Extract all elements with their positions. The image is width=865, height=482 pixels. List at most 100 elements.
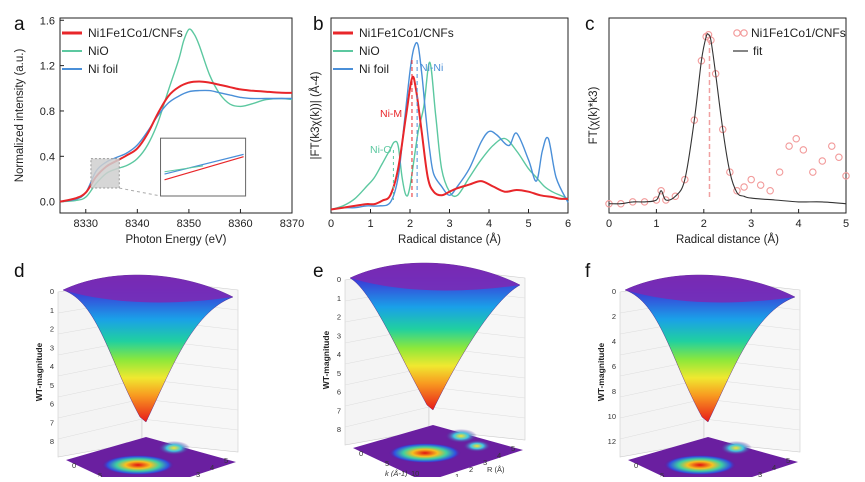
grid-line [344, 386, 430, 407]
data-point-ni1fe1co1 [681, 175, 689, 184]
y-tick-label: 0.8 [40, 106, 55, 118]
series-line-nio [330, 61, 569, 211]
panel-letter-c: c [585, 14, 595, 35]
r-axis-label: R (Å) [487, 465, 505, 474]
x-tick-label: 5 [525, 218, 531, 230]
x-tick-label: 4 [486, 218, 492, 230]
k-axis-label: k (Å-1) [385, 469, 408, 477]
k-tick-label: 0 [72, 461, 76, 470]
y-axis-label: Normalized intensity (a.u.) [14, 49, 26, 183]
zoom-region [90, 158, 120, 189]
annotation-ni-m: Ni-M [380, 108, 402, 120]
plot-area-c: 0 1 2 3 4 5 Radical distance (Å) FT(χ(k)*k3) [588, 17, 850, 246]
heatmap-hotspot [389, 443, 461, 463]
annotation-ni-o: Ni-O [370, 144, 392, 156]
data-point-ni1fe1co1 [702, 32, 710, 41]
x-axis-label: Radical distance (Å) [398, 233, 501, 246]
panel-letter-a: a [14, 14, 25, 35]
legend-label-ni1fe1co1: Ni1Fe1Co1/CNFs [359, 26, 454, 40]
r-tick-label: 4 [210, 463, 214, 472]
z-tick-label: 4 [337, 350, 341, 359]
inset-line-nifoil [164, 153, 244, 175]
grid-line [57, 418, 143, 440]
wt-magnitude-label: WT-magnitude [34, 342, 44, 401]
z-tick-label: 2 [612, 312, 616, 321]
legend-marker-ni1fe1co1 [733, 29, 741, 37]
x-tick-label: 2 [701, 218, 707, 230]
data-point-ni1fe1co1 [652, 196, 661, 204]
z-tick-label: 4 [612, 337, 616, 346]
data-point-ni1fe1co1 [785, 142, 793, 150]
x-tick-label: 0 [606, 218, 612, 230]
panel-letter-d: d [14, 261, 25, 282]
z-tick-label: 4 [50, 362, 54, 371]
legend-label-nio: NiO [359, 44, 380, 58]
legend-label-ni1fe1co1: Ni1Fe1Co1/CNFs [88, 26, 183, 40]
grid-line [428, 386, 526, 399]
z-tick-label: 1 [50, 306, 54, 315]
z-tick-label: 10 [608, 412, 616, 421]
inset-line-ni1fe1co1 [164, 156, 244, 181]
z-tick-label: 6 [337, 388, 341, 397]
z-tick-label: 8 [50, 437, 54, 446]
k-tick-label: 10 [411, 469, 419, 477]
grid-line [141, 398, 239, 411]
r-tick-label: 3 [483, 458, 487, 467]
data-point-ni1fe1co1 [775, 168, 784, 176]
plot-frame-c [608, 17, 847, 214]
legend-a: Ni1Fe1Co1/CNFs NiO Ni foil [62, 26, 183, 76]
heatmap-secondary [445, 429, 477, 443]
x-tick-label: 4 [796, 218, 802, 230]
z-tick-label: 0 [337, 275, 341, 284]
z-tick-label: 12 [608, 437, 616, 446]
x-tick-label: 8360 [228, 218, 252, 230]
data-point-ni1fe1co1 [756, 181, 765, 189]
z-tick-label: 6 [612, 362, 616, 371]
panel-letter-f: f [585, 261, 591, 282]
r-tick-label: 2 [469, 465, 473, 474]
grid-line [703, 418, 801, 431]
wt-magnitude-label: WT-magnitude [321, 330, 331, 389]
heatmap-secondary [720, 441, 752, 455]
r-tick-label: 5 [511, 444, 515, 453]
grid-line [619, 418, 705, 440]
z-tick-label: 5 [337, 369, 341, 378]
y-tick-label: 1.6 [40, 15, 55, 27]
x-axis-label: Radical distance (Å) [676, 233, 779, 246]
z-tick-label: 3 [50, 343, 54, 352]
wt-surface-rim [63, 274, 233, 303]
legend-label-nifoil: Ni foil [359, 62, 389, 76]
panel-a: a 8330 8340 8350 8360 8370 0.0 0.4 0.8 1.2 1.6 Pho… [14, 14, 304, 246]
heatmap-hotspot [664, 455, 736, 475]
series-line-fit [608, 33, 847, 205]
x-tick-label: 3 [748, 218, 754, 230]
r-tick-label: 4 [772, 463, 776, 472]
grid-line [344, 406, 430, 428]
z-tick-label: 7 [337, 406, 341, 415]
panel-letter-e: e [313, 261, 324, 282]
grid-line [619, 398, 705, 419]
legend-c: Ni1Fe1Co1/CNFs fit [733, 26, 846, 58]
grid-line [703, 398, 801, 411]
x-tick-label: 1 [653, 218, 659, 230]
k-tick-label: 0 [359, 449, 363, 458]
z-tick-label: 2 [337, 313, 341, 322]
z-tick-label: 6 [50, 400, 54, 409]
data-point-ni1fe1co1 [792, 134, 800, 143]
z-tick-label: 8 [612, 387, 616, 396]
y-tick-label: 0.0 [40, 197, 55, 209]
series-line-nifoil [330, 41, 569, 211]
data-point-ni1fe1co1 [828, 142, 836, 150]
z-tick-label: 3 [337, 331, 341, 340]
z-tick-label: 7 [50, 418, 54, 427]
zoom-connector [119, 187, 161, 197]
k-tick-label: 5 [385, 459, 389, 468]
panel-b: b 0 1 2 3 4 5 6 Radical distance (Å) |FT(k3χ(k))… [309, 14, 571, 246]
grid-line [428, 406, 526, 419]
z-tick-label: 8 [337, 425, 341, 434]
data-point-ni1fe1co1 [799, 146, 808, 154]
